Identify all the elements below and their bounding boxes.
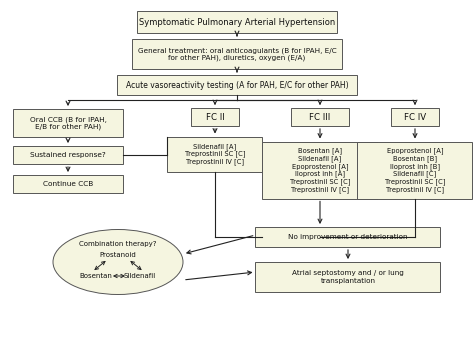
FancyBboxPatch shape	[255, 262, 440, 292]
FancyBboxPatch shape	[13, 175, 123, 193]
FancyBboxPatch shape	[13, 109, 123, 137]
Ellipse shape	[53, 229, 183, 295]
Text: Symptomatic Pulmonary Arterial Hypertension: Symptomatic Pulmonary Arterial Hypertens…	[139, 17, 335, 26]
FancyBboxPatch shape	[117, 75, 357, 95]
Text: Bosentan [A]
Sildenafil [A]
Epoprostenol [A]
Iloprost inh [A]
Treprostinil SC [C: Bosentan [A] Sildenafil [A] Epoprostenol…	[290, 147, 350, 193]
Text: FC II: FC II	[206, 112, 224, 121]
Text: Continue CCB: Continue CCB	[43, 181, 93, 187]
Text: Bosentan: Bosentan	[80, 273, 112, 279]
Text: Sustained response?: Sustained response?	[30, 152, 106, 158]
Text: Epoprostenol [A]
Bosentan [B]
Iloprost inh [B]
Sildenafil [C]
Treprostinil SC [C: Epoprostenol [A] Bosentan [B] Iloprost i…	[385, 147, 445, 193]
FancyBboxPatch shape	[391, 108, 439, 126]
FancyBboxPatch shape	[132, 39, 342, 69]
Text: Combination therapy?: Combination therapy?	[79, 241, 157, 247]
Text: General treatment: oral anticoagulants (B for IPAH, E/C
for other PAH), diuretic: General treatment: oral anticoagulants (…	[137, 47, 337, 61]
FancyBboxPatch shape	[167, 136, 263, 171]
Text: Oral CCB (B for IPAH,
E/B for other PAH): Oral CCB (B for IPAH, E/B for other PAH)	[29, 116, 107, 130]
FancyBboxPatch shape	[191, 108, 239, 126]
FancyBboxPatch shape	[137, 11, 337, 33]
Text: Sildenafil: Sildenafil	[124, 273, 156, 279]
Text: Acute vasoreactivity testing (A for PAH, E/C for other PAH): Acute vasoreactivity testing (A for PAH,…	[126, 81, 348, 90]
FancyBboxPatch shape	[13, 146, 123, 164]
FancyBboxPatch shape	[357, 142, 473, 198]
Text: FC III: FC III	[310, 112, 331, 121]
Text: No improvement or deterioration: No improvement or deterioration	[288, 234, 408, 240]
Text: FC IV: FC IV	[404, 112, 426, 121]
Text: Sildenafil [A]
Treprostinil SC [C]
Treprostinil IV [C]: Sildenafil [A] Treprostinil SC [C] Trepr…	[185, 143, 245, 165]
FancyBboxPatch shape	[291, 108, 349, 126]
FancyBboxPatch shape	[255, 227, 440, 247]
FancyBboxPatch shape	[263, 142, 377, 198]
Text: Prostanoid: Prostanoid	[100, 252, 137, 258]
Text: Atrial septostomy and / or lung
transplantation: Atrial septostomy and / or lung transpla…	[292, 271, 404, 283]
